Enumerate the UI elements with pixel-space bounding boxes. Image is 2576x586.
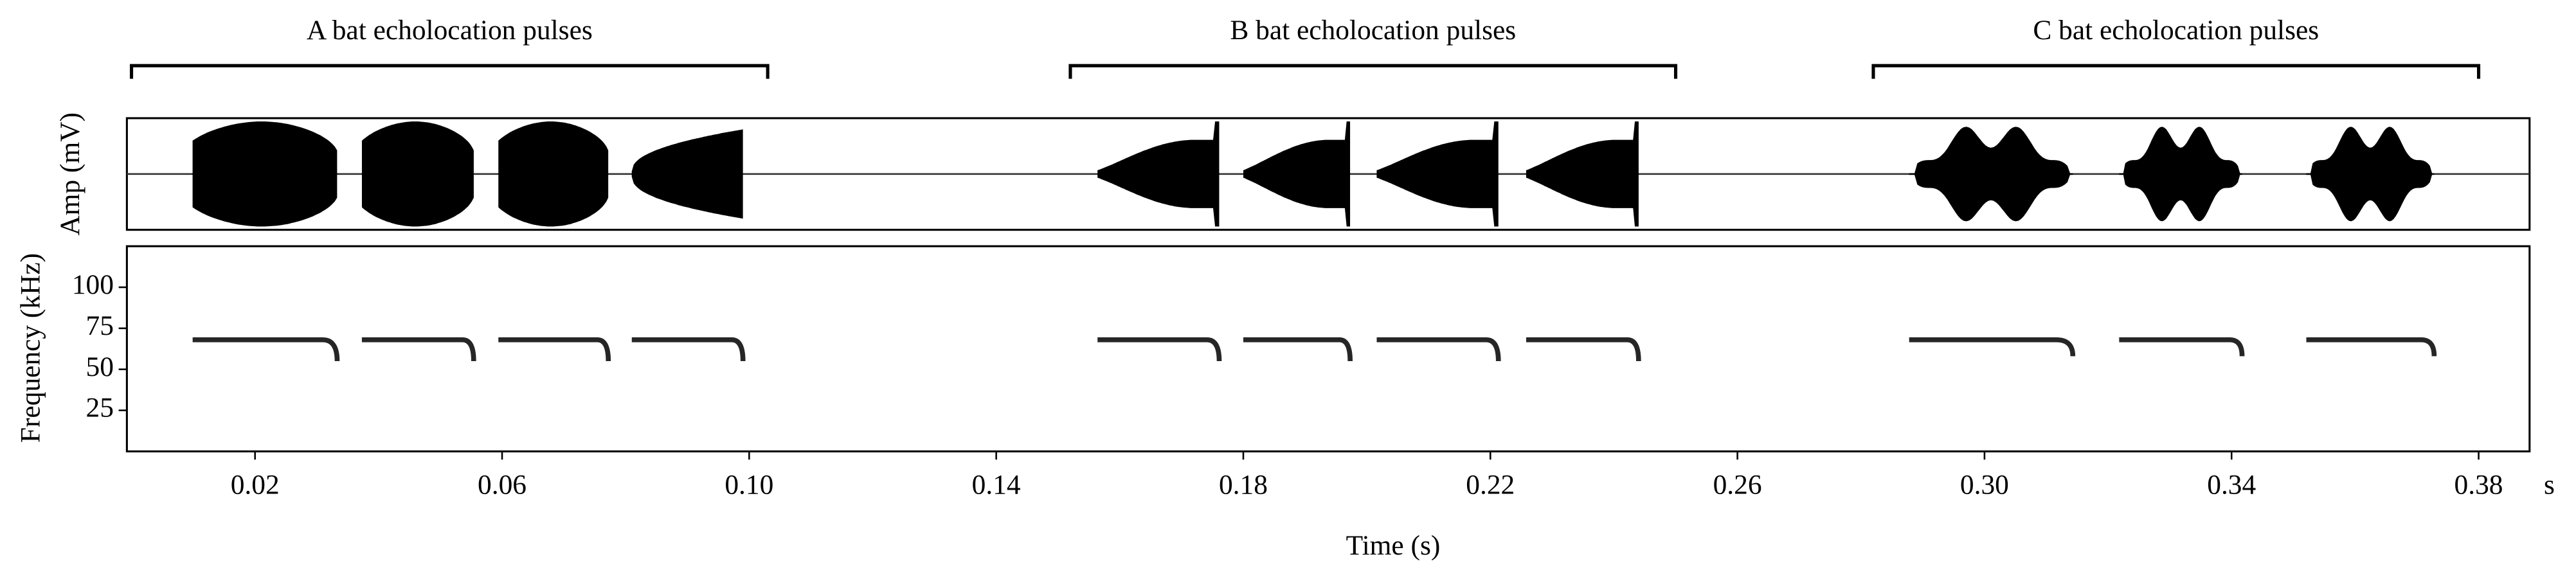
group-label: C bat echolocation pulses <box>2033 15 2319 46</box>
group-label: B bat echolocation pulses <box>1230 15 1516 46</box>
x-unit: s <box>2544 470 2555 501</box>
x-tick-label: 0.38 <box>2454 470 2503 501</box>
spectrogram-pulse <box>498 337 611 362</box>
spectrogram-pulse <box>1909 337 2076 357</box>
spectrogram-pulse <box>2306 337 2437 357</box>
waveform-pulse <box>361 121 474 227</box>
x-tick-label: 0.18 <box>1219 470 1268 501</box>
bracket <box>129 64 770 79</box>
spec-panel <box>125 245 2531 453</box>
waveform-pulse <box>498 121 609 227</box>
x-tick-label: 0.02 <box>231 470 280 501</box>
spectrogram-pulse <box>2119 337 2245 357</box>
spectrogram-pulse <box>1243 337 1353 362</box>
freq-label: Frequency (kHz) <box>15 253 46 443</box>
waveform-pulse <box>1909 127 2073 222</box>
bracket <box>1871 64 2481 79</box>
waveform-pulse <box>1526 121 1639 227</box>
y-tick-label: 75 <box>86 310 114 341</box>
waveform-pulse <box>1243 121 1351 227</box>
waveform-pulse <box>192 121 338 227</box>
x-tick-label: 0.34 <box>2207 470 2256 501</box>
y-tick-label: 25 <box>86 393 114 423</box>
x-tick-label: 0.26 <box>1713 470 1762 501</box>
waveform-pulse <box>2119 127 2242 222</box>
spectrogram-pulse <box>631 337 746 362</box>
waveform-pulse <box>631 129 743 219</box>
waveform-pulse <box>1097 121 1220 227</box>
x-tick-label: 0.22 <box>1466 470 1515 501</box>
x-label: Time (s) <box>1346 530 1441 561</box>
waveform-pulse <box>2306 127 2435 222</box>
waveform-pulse <box>1376 121 1499 227</box>
x-tick-label: 0.14 <box>972 470 1021 501</box>
x-tick-label: 0.30 <box>1960 470 2009 501</box>
spectrogram-pulse <box>192 337 340 362</box>
spectrogram-pulse <box>1526 337 1641 362</box>
x-tick-label: 0.10 <box>725 470 773 501</box>
spectrogram-pulse <box>1097 337 1222 362</box>
bracket <box>1068 64 1678 79</box>
x-tick-label: 0.06 <box>478 470 527 501</box>
y-tick-label: 50 <box>86 351 114 382</box>
group-label: A bat echolocation pulses <box>307 15 593 46</box>
y-tick-label: 100 <box>72 269 114 300</box>
amp-label: Amp (mV) <box>55 112 86 236</box>
spectrogram-pulse <box>1376 337 1501 362</box>
spectrogram-pulse <box>361 337 476 362</box>
